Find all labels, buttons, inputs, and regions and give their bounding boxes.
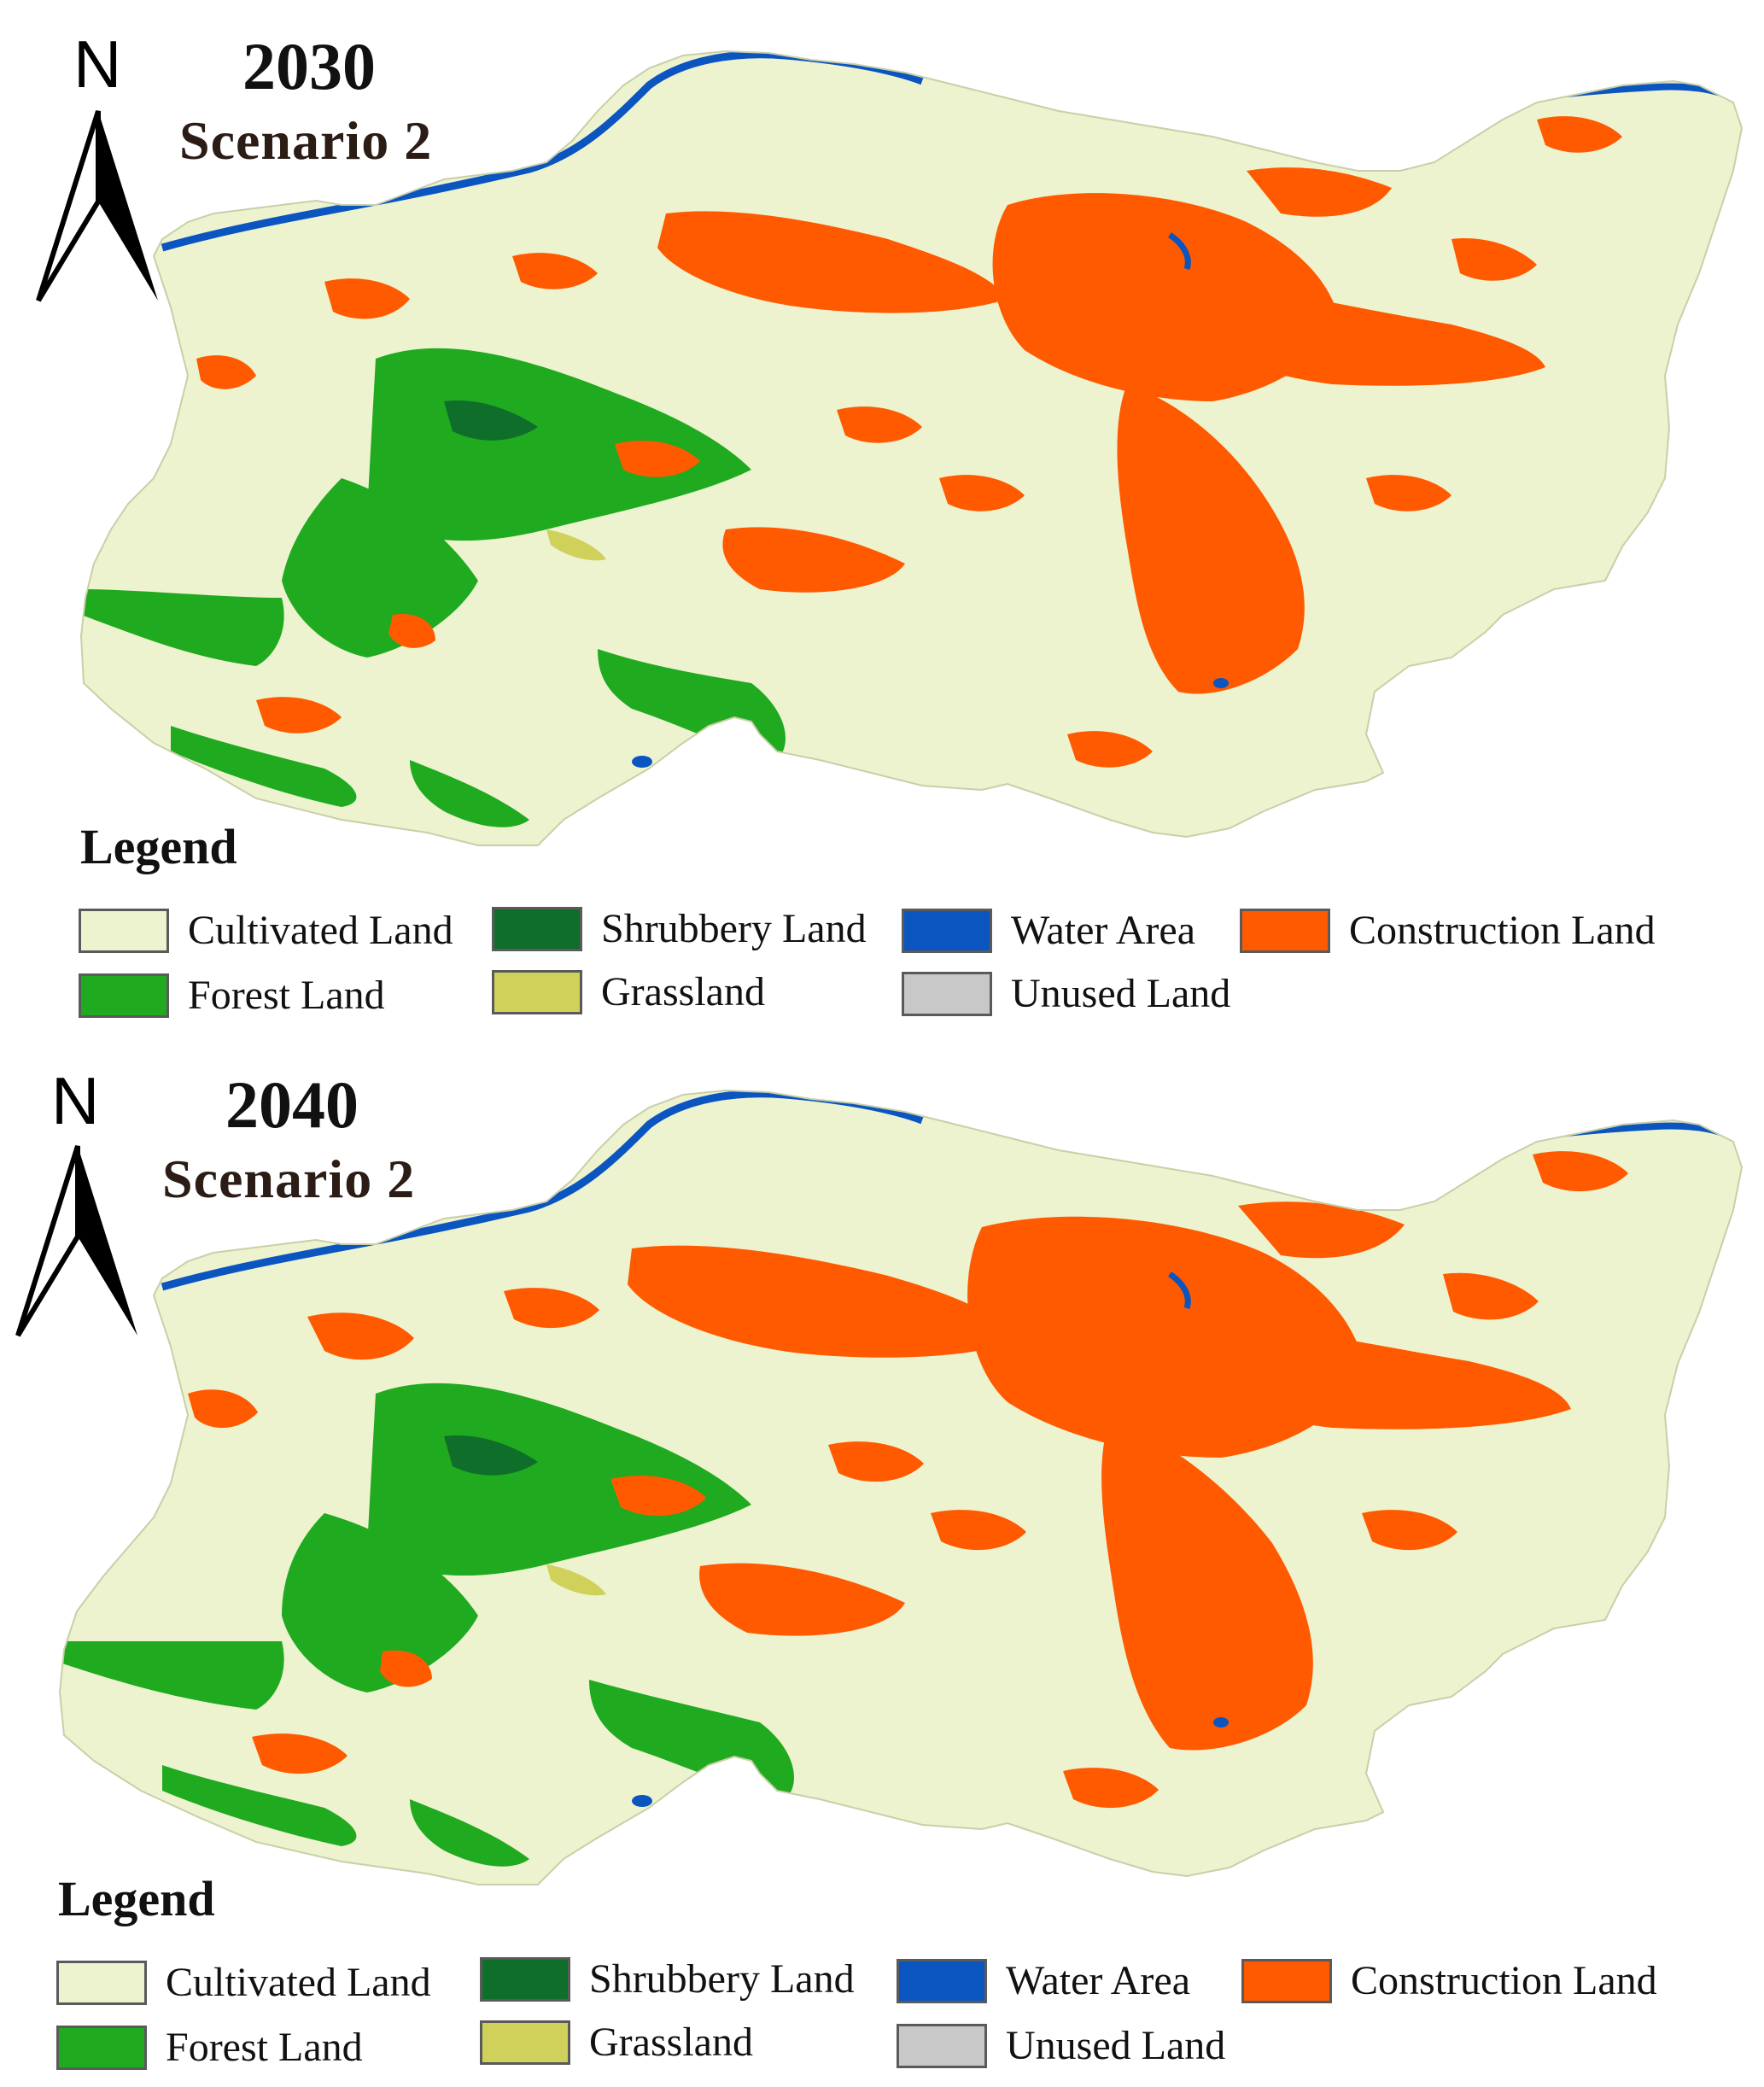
legend-swatch bbox=[1240, 909, 1330, 953]
legend-swatch bbox=[79, 909, 169, 953]
legend-swatch bbox=[480, 2020, 570, 2065]
legend-label: Construction Land bbox=[1351, 1958, 1657, 2003]
legend-item-unused-land: Unused Land bbox=[897, 2022, 1225, 2070]
legend-item-water-area: Water Area bbox=[897, 1957, 1190, 2005]
legend-label: Grassland bbox=[589, 2020, 753, 2065]
north-label: N bbox=[73, 26, 122, 102]
legend-label: Water Area bbox=[1006, 1958, 1190, 2003]
map-scenario: Scenario 2 bbox=[162, 1149, 416, 1209]
legend-label: Grassland bbox=[601, 969, 765, 1014]
legend-swatch bbox=[902, 909, 992, 953]
legend-item-forest-land: Forest Land bbox=[79, 972, 385, 1020]
legend-swatch bbox=[492, 970, 582, 1014]
land-use-map-2040 bbox=[58, 1089, 1744, 1885]
legend-item-forest-land: Forest Land bbox=[56, 2024, 363, 2072]
legend-label: Shrubbery Land bbox=[589, 1956, 855, 2002]
legend-item-shrubbery-land: Shrubbery Land bbox=[480, 1955, 855, 2003]
legend-item-cultivated-land: Cultivated Land bbox=[56, 1959, 431, 2007]
legend-swatch bbox=[897, 2024, 987, 2068]
legend-label: Unused Land bbox=[1011, 971, 1231, 1016]
legend-swatch bbox=[902, 972, 992, 1016]
north-arrow-icon bbox=[15, 1145, 137, 1337]
legend-item-unused-land: Unused Land bbox=[902, 970, 1230, 1018]
legend-label: Cultivated Land bbox=[166, 1960, 431, 2005]
legend-swatch bbox=[56, 2026, 147, 2070]
legend-swatch bbox=[492, 907, 582, 951]
legend-swatch bbox=[56, 1961, 147, 2005]
map-year: 2030 bbox=[242, 29, 376, 103]
north-arrow-icon bbox=[36, 110, 158, 302]
north-label: N bbox=[51, 1063, 100, 1138]
legend-swatch bbox=[1241, 1959, 1332, 2003]
legend-label: Shrubbery Land bbox=[601, 906, 867, 951]
legend-item-construction-land: Construction Land bbox=[1240, 907, 1656, 955]
map-panel-2030: N 2030 Scenario 2 Legend Cultivated Land… bbox=[36, 26, 1744, 1020]
legend-item-grassland: Grassland bbox=[492, 968, 765, 1016]
legend-label: Unused Land bbox=[1006, 2023, 1226, 2068]
legend-label: Water Area bbox=[1011, 908, 1195, 953]
map-scenario: Scenario 2 bbox=[179, 110, 433, 171]
legend-item-grassland: Grassland bbox=[480, 2019, 753, 2067]
legend-item-cultivated-land: Cultivated Land bbox=[79, 907, 453, 955]
legend-item-shrubbery-land: Shrubbery Land bbox=[492, 905, 867, 953]
land-use-map-2030 bbox=[79, 50, 1744, 846]
legend-swatch bbox=[79, 973, 169, 1018]
legend-label: Forest Land bbox=[188, 973, 385, 1018]
legend-title: Legend bbox=[58, 1871, 215, 1926]
legend-swatch bbox=[897, 1959, 987, 2003]
legend-label: Forest Land bbox=[166, 2025, 363, 2070]
legend-label: Construction Land bbox=[1349, 908, 1656, 953]
legend-item-water-area: Water Area bbox=[902, 907, 1195, 955]
legend-label: Cultivated Land bbox=[188, 908, 453, 953]
map-year: 2040 bbox=[225, 1067, 359, 1142]
legend-item-construction-land: Construction Land bbox=[1241, 1957, 1657, 2005]
map-panel-2040: N 2040 Scenario 2 Legend Cultivated Land… bbox=[0, 1044, 1764, 2087]
legend-title: Legend bbox=[80, 819, 237, 874]
legend-swatch bbox=[480, 1957, 570, 2002]
